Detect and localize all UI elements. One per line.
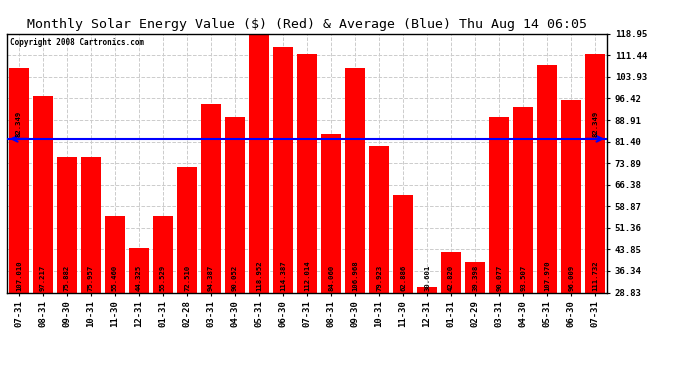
Bar [345, 68, 365, 292]
Text: 55.460: 55.460 [112, 265, 118, 291]
Bar [441, 252, 462, 292]
Bar [152, 216, 173, 292]
Text: 82.349: 82.349 [16, 110, 22, 136]
Bar [321, 134, 342, 292]
Text: 75.882: 75.882 [64, 265, 70, 291]
Text: 118.952: 118.952 [256, 261, 262, 291]
Bar [513, 107, 533, 292]
Text: 42.820: 42.820 [448, 265, 454, 291]
Bar [177, 167, 197, 292]
Bar [129, 248, 149, 292]
Text: 30.601: 30.601 [424, 265, 430, 291]
Text: Copyright 2008 Cartronics.com: Copyright 2008 Cartronics.com [10, 38, 144, 46]
Text: 93.507: 93.507 [520, 265, 526, 291]
Bar [369, 146, 389, 292]
Bar [585, 54, 605, 292]
Bar [417, 287, 437, 292]
Bar [537, 65, 558, 292]
Bar [225, 117, 245, 292]
Text: 96.009: 96.009 [568, 265, 574, 291]
Bar [561, 100, 582, 292]
Text: 72.510: 72.510 [184, 265, 190, 291]
Bar [201, 104, 221, 292]
Text: 39.398: 39.398 [472, 265, 478, 291]
Text: 94.387: 94.387 [208, 265, 214, 291]
Bar [273, 47, 293, 292]
Text: 114.387: 114.387 [280, 261, 286, 291]
Bar [57, 158, 77, 292]
Text: 75.957: 75.957 [88, 265, 94, 291]
Text: 55.529: 55.529 [160, 265, 166, 291]
Text: 106.968: 106.968 [352, 261, 358, 291]
Bar [249, 34, 269, 292]
Bar [81, 157, 101, 292]
Bar [32, 96, 53, 292]
Text: 79.923: 79.923 [376, 265, 382, 291]
Bar [393, 195, 413, 292]
Bar [489, 117, 509, 292]
Text: 112.014: 112.014 [304, 261, 310, 291]
Text: 82.349: 82.349 [592, 110, 598, 136]
Text: 107.010: 107.010 [16, 261, 22, 291]
Text: 97.217: 97.217 [40, 265, 46, 291]
Text: 62.886: 62.886 [400, 265, 406, 291]
Text: 111.732: 111.732 [592, 261, 598, 291]
Bar [297, 54, 317, 292]
Bar [105, 216, 125, 292]
Text: 107.970: 107.970 [544, 261, 550, 291]
Bar [465, 262, 485, 292]
Text: 44.325: 44.325 [136, 265, 142, 291]
Bar [9, 68, 29, 292]
Title: Monthly Solar Energy Value ($) (Red) & Average (Blue) Thu Aug 14 06:05: Monthly Solar Energy Value ($) (Red) & A… [27, 18, 587, 31]
Text: 90.077: 90.077 [496, 265, 502, 291]
Text: 84.060: 84.060 [328, 265, 334, 291]
Text: 90.052: 90.052 [232, 265, 238, 291]
